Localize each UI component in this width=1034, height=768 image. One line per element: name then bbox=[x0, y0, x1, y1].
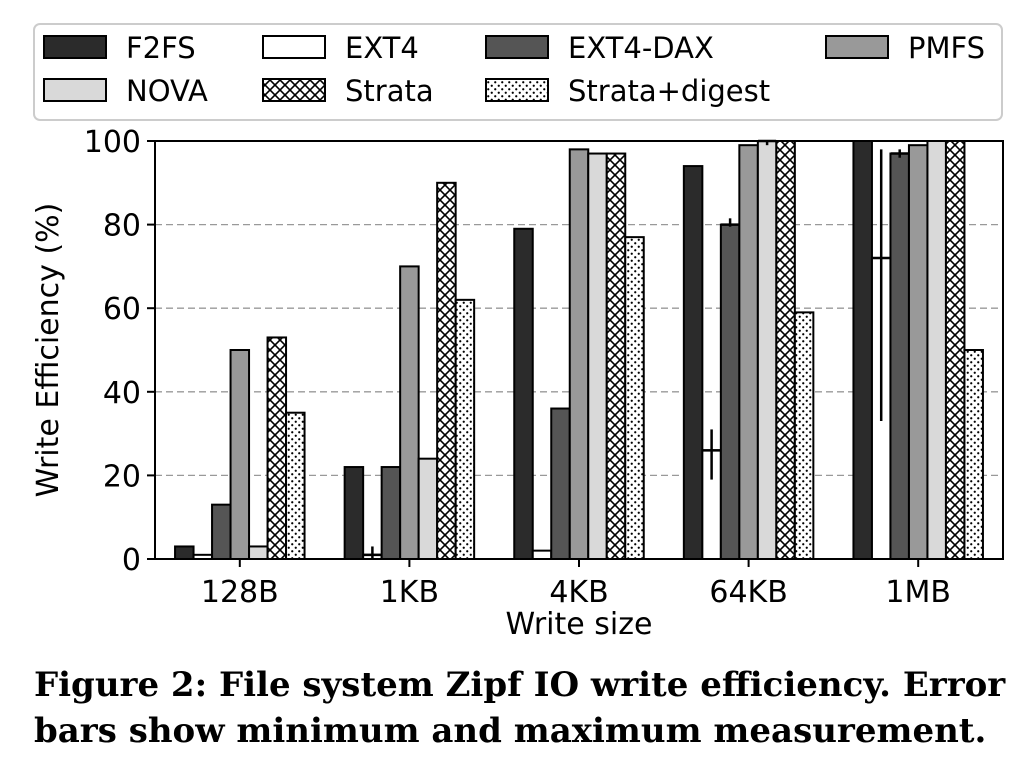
legend-item: EXT4-DAX bbox=[485, 31, 714, 65]
bar-f2fs bbox=[682, 165, 704, 561]
y-tick-label: 60 bbox=[103, 292, 141, 327]
bar-strata bbox=[944, 140, 966, 560]
legend-item: PMFS bbox=[825, 31, 985, 65]
bar-pmfs bbox=[568, 148, 590, 561]
legend-item: F2FS bbox=[43, 31, 196, 65]
legend-item: Strata+digest bbox=[485, 74, 770, 108]
figure-caption: Figure 2: File system Zipf IO write effi… bbox=[34, 665, 1006, 751]
bar-strata-digest bbox=[624, 236, 645, 560]
y-tick-label: 100 bbox=[84, 125, 141, 160]
error-bar bbox=[890, 149, 909, 158]
bar-f2fs bbox=[513, 227, 534, 560]
legend-item: Strata bbox=[262, 74, 434, 108]
legend-label: EXT4 bbox=[345, 31, 419, 65]
error-bar bbox=[872, 149, 891, 422]
legend-swatch bbox=[262, 78, 326, 102]
bar-f2fs bbox=[852, 140, 873, 560]
bar-nova bbox=[926, 140, 947, 560]
bar-strata-digest bbox=[963, 349, 984, 560]
legend-label: F2FS bbox=[126, 31, 196, 65]
legend-swatch bbox=[825, 35, 889, 59]
bar-pmfs bbox=[399, 265, 420, 560]
y-tick-label: 0 bbox=[122, 543, 141, 578]
error-bar bbox=[721, 218, 740, 227]
bar-strata-digest bbox=[285, 411, 306, 561]
legend-label: NOVA bbox=[126, 74, 208, 108]
bar-pmfs bbox=[229, 349, 251, 560]
bar-strata bbox=[266, 336, 288, 560]
y-axis-label: Write Efficiency (%) bbox=[31, 203, 66, 498]
bar-strata-digest bbox=[454, 298, 476, 560]
bar-pmfs bbox=[738, 144, 759, 560]
bar-ext4 bbox=[531, 549, 553, 561]
bar-nova bbox=[587, 152, 608, 560]
bar-ext4-dax bbox=[380, 466, 402, 561]
legend-swatch bbox=[43, 78, 107, 102]
legend-swatch bbox=[485, 78, 549, 102]
legend-label: Strata+digest bbox=[568, 74, 770, 108]
bar-strata bbox=[605, 152, 627, 560]
bar-strata-digest bbox=[793, 311, 815, 560]
bar-ext4-dax bbox=[889, 152, 910, 560]
bar-f2fs bbox=[343, 466, 365, 561]
y-tick-label: 80 bbox=[103, 209, 141, 244]
legend-item: EXT4 bbox=[262, 31, 419, 65]
legend-swatch bbox=[485, 35, 549, 59]
legend-item: NOVA bbox=[43, 74, 208, 108]
legend-label: Strata bbox=[345, 74, 434, 108]
bar-nova bbox=[248, 545, 269, 561]
legend-label: EXT4-DAX bbox=[568, 31, 714, 65]
bar-f2fs bbox=[174, 545, 195, 561]
error-bar bbox=[702, 429, 721, 480]
x-tick-label: 4KB bbox=[549, 575, 608, 610]
y-tick-label: 20 bbox=[103, 459, 141, 494]
bar-strata bbox=[436, 181, 457, 561]
x-tick-label: 1KB bbox=[380, 575, 439, 610]
bar-nova bbox=[417, 457, 439, 560]
bar-nova bbox=[756, 140, 778, 560]
bar-pmfs bbox=[907, 144, 929, 560]
bar-ext4-dax bbox=[719, 223, 741, 560]
legend-swatch bbox=[262, 35, 326, 59]
write-efficiency-chart: F2FS EXT4 EXT4-DAX PMFS NOVA Strata Strata+dig… bbox=[31, 23, 1004, 640]
bar-strata bbox=[775, 140, 796, 560]
y-tick-label: 40 bbox=[103, 376, 141, 411]
x-tick-label: 1MB bbox=[885, 575, 951, 610]
error-bar bbox=[363, 546, 382, 559]
x-tick-label: 64KB bbox=[709, 575, 787, 610]
x-axis-label: Write size bbox=[506, 607, 653, 640]
bar-ext4-dax bbox=[550, 407, 571, 560]
x-tick-label: 128B bbox=[201, 575, 279, 610]
bar-ext4-dax bbox=[211, 503, 232, 561]
legend-swatch bbox=[43, 35, 107, 59]
legend-label: PMFS bbox=[908, 31, 985, 65]
